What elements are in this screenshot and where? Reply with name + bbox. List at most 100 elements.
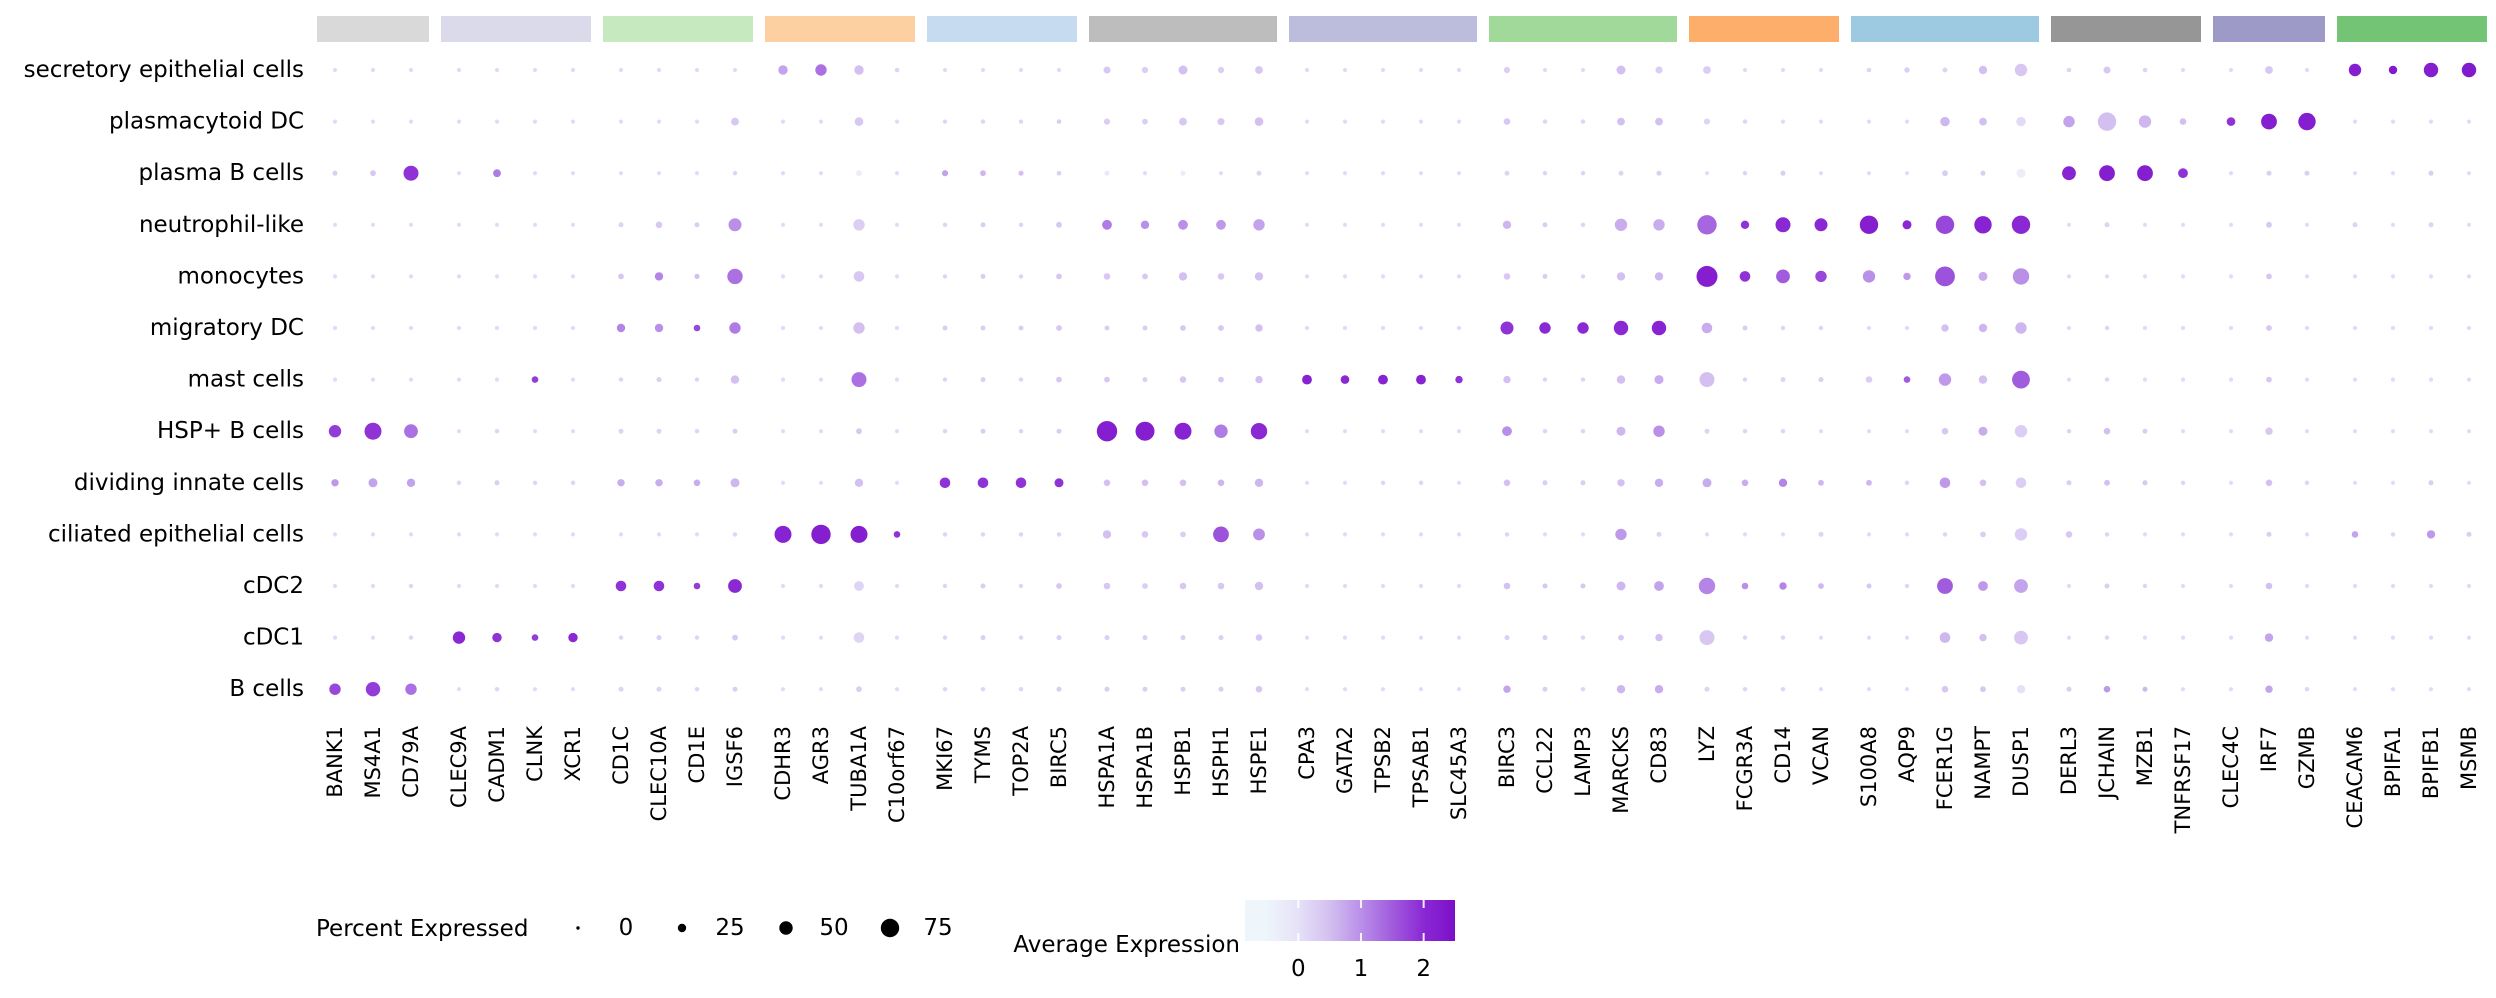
expression-dot: [653, 580, 665, 592]
expression-dot: [1380, 119, 1386, 124]
expression-dot: [1456, 532, 1462, 537]
expression-dot: [1780, 325, 1786, 331]
gene-label: IGSF6: [723, 726, 747, 787]
expression-dot: [2103, 685, 2111, 693]
expression-dot: [1904, 480, 1910, 485]
expression-dot: [1056, 532, 1062, 537]
expression-dot: [1577, 322, 1589, 334]
expression-dot: [570, 532, 576, 537]
expression-dot: [2104, 479, 2110, 486]
expression-dot: [656, 428, 662, 434]
expression-dot: [1655, 66, 1663, 74]
expression-dot: [2426, 530, 2436, 539]
expression-dot: [570, 583, 576, 589]
expression-dot: [1018, 170, 1024, 176]
expression-dot: [2390, 429, 2396, 434]
expression-dot: [2265, 427, 2273, 435]
expression-dot: [694, 222, 700, 228]
expression-dot: [894, 635, 900, 640]
expression-dot: [616, 323, 626, 333]
expression-dot: [732, 428, 738, 434]
expression-dot: [1174, 422, 1192, 440]
expression-dot: [2066, 686, 2072, 692]
expression-dot: [731, 117, 739, 126]
expression-dot: [494, 583, 500, 589]
percent-legend-value: 0: [619, 915, 634, 941]
gene-label: CLEC4C: [2219, 726, 2243, 808]
expression-dot: [2466, 274, 2472, 279]
row-label: plasmacytoid DC: [109, 109, 304, 135]
expression-dot: [1142, 686, 1148, 692]
expression-dot: [1304, 583, 1310, 589]
expression-dot: [1342, 119, 1348, 124]
expression-dot: [1456, 119, 1462, 124]
expression-dot: [1302, 374, 1312, 385]
expression-dot: [1741, 479, 1749, 487]
row-label: ciliated epithelial cells: [48, 521, 304, 547]
expression-dot: [1580, 583, 1586, 589]
expression-dot: [1142, 171, 1148, 176]
expression-dot: [2390, 377, 2396, 382]
expression-dot: [2066, 274, 2072, 279]
expression-dot: [456, 583, 462, 589]
expression-dot: [1616, 272, 1626, 281]
gene-label: MSMB: [2457, 726, 2481, 790]
expression-dot: [1542, 273, 1548, 279]
expression-dot: [494, 325, 500, 331]
expression-dot: [656, 635, 662, 641]
expression-dot: [942, 532, 948, 537]
expression-dot: [494, 377, 500, 382]
gene-label: MKI67: [933, 726, 957, 791]
expression-dot: [1250, 423, 1268, 440]
expression-dot: [1903, 272, 1911, 281]
expression-dot: [1741, 582, 1749, 590]
gene-label: GATA2: [1333, 726, 1357, 794]
expression-dot: [2016, 168, 2026, 178]
expression-dot: [1904, 429, 1910, 434]
expression-dot: [570, 480, 576, 485]
expression-dot: [1655, 633, 1663, 642]
expression-dot: [1866, 479, 1872, 486]
expression-dot: [1937, 578, 1953, 594]
expression-dot: [370, 583, 376, 589]
expression-dot: [1902, 220, 1912, 230]
expression-dot: [2066, 429, 2072, 434]
expression-dot: [818, 325, 824, 331]
expression-dot: [2466, 119, 2472, 124]
expression-dot: [2066, 377, 2072, 382]
row-label: cDC1: [243, 625, 304, 651]
gene-label: BIRC3: [1495, 726, 1519, 788]
expression-dot: [1103, 273, 1111, 280]
expression-dot: [1179, 582, 1187, 590]
expression-dot: [618, 222, 624, 228]
expression-dot: [1742, 635, 1748, 640]
expression-dot: [2304, 429, 2310, 434]
expression-dot: [774, 525, 792, 543]
expression-dot: [1180, 170, 1186, 176]
expression-dot: [980, 583, 986, 589]
expression-dot: [1742, 429, 1748, 434]
expression-dot: [2352, 274, 2358, 279]
expression-dot: [370, 67, 376, 73]
expression-dot: [2228, 583, 2234, 589]
expression-dot: [532, 325, 538, 331]
gene-label: VCAN: [1809, 726, 1833, 785]
expression-dot: [693, 582, 701, 590]
gene-label: MS4A1: [361, 726, 385, 799]
expression-dot: [2180, 67, 2186, 73]
gene-label: JCHAIN: [2095, 726, 2119, 801]
gene-label: CLEC9A: [447, 725, 471, 808]
expression-dot: [1018, 67, 1024, 73]
expression-dot: [1304, 480, 1310, 485]
expression-dot: [532, 583, 538, 589]
expression-dot: [2142, 67, 2148, 73]
expression-dot: [1542, 635, 1548, 641]
expression-dot: [1503, 582, 1511, 590]
expression-dot: [1103, 582, 1111, 590]
expression-dot: [1742, 67, 1748, 73]
expression-dot: [2104, 583, 2110, 589]
expression-dot: [854, 65, 864, 75]
expression-dot: [1380, 583, 1386, 589]
expression-dot: [1018, 687, 1024, 692]
